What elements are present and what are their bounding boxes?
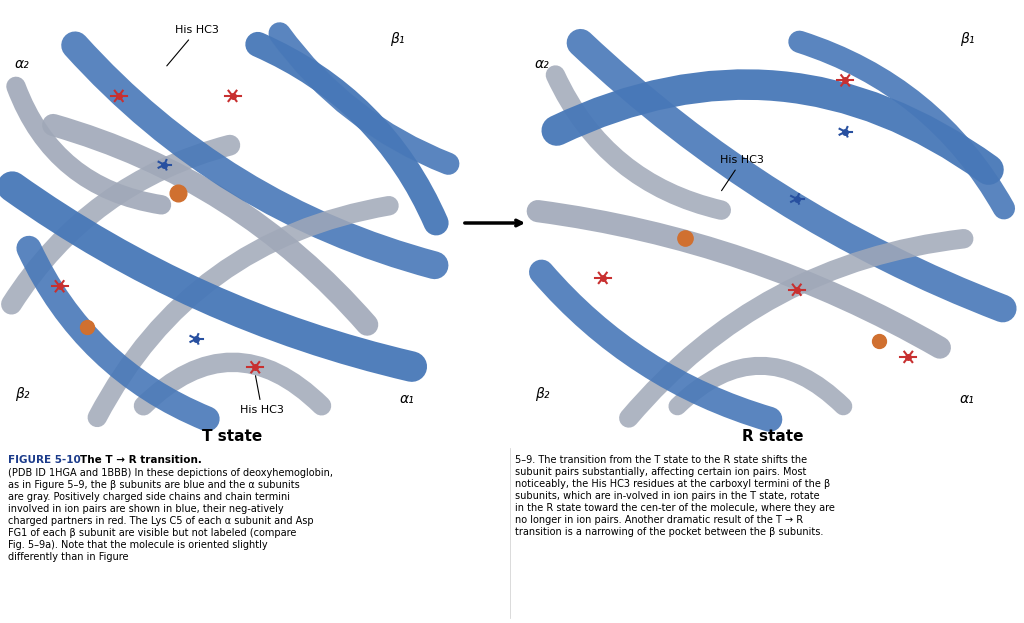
FancyArrowPatch shape: [258, 44, 436, 223]
Text: noticeably, the His HC3 residues at the carboxyl termini of the β: noticeably, the His HC3 residues at the …: [515, 479, 830, 489]
FancyArrowPatch shape: [53, 125, 368, 325]
Text: transition is a narrowing of the pocket between the β subunits.: transition is a narrowing of the pocket …: [515, 527, 823, 537]
FancyArrowPatch shape: [678, 366, 844, 406]
Text: FG1 of each β subunit are visible but not labeled (compare: FG1 of each β subunit are visible but no…: [8, 528, 296, 538]
Text: The T → R transition.: The T → R transition.: [80, 455, 206, 465]
Text: FIGURE 5-10: FIGURE 5-10: [8, 455, 88, 465]
Text: 5–9. The transition from the T state to the R state shifts the: 5–9. The transition from the T state to …: [515, 455, 807, 465]
FancyArrowPatch shape: [542, 272, 770, 419]
Text: α₂: α₂: [15, 57, 30, 71]
FancyArrowPatch shape: [280, 34, 449, 164]
Text: differently than in Figure: differently than in Figure: [8, 552, 128, 562]
Text: His HC3: His HC3: [240, 376, 284, 415]
Text: subunit pairs substantially, affecting certain ion pairs. Most: subunit pairs substantially, affecting c…: [515, 467, 806, 477]
Text: no longer in ion pairs. Another dramatic result of the T → R: no longer in ion pairs. Another dramatic…: [515, 515, 803, 525]
Text: as in Figure 5–9, the β subunits are blue and the α subunits: as in Figure 5–9, the β subunits are blu…: [8, 480, 300, 490]
Text: R state: R state: [741, 429, 803, 444]
FancyArrowPatch shape: [581, 43, 1002, 308]
Text: involved in ion pairs are shown in blue, their neg-atively: involved in ion pairs are shown in blue,…: [8, 504, 284, 514]
Text: β₂: β₂: [15, 387, 30, 401]
Text: β₂: β₂: [535, 387, 550, 401]
Text: Fig. 5–9a). Note that the molecule is oriented slightly: Fig. 5–9a). Note that the molecule is or…: [8, 540, 267, 550]
FancyArrowPatch shape: [16, 87, 162, 205]
FancyArrowPatch shape: [75, 45, 434, 265]
Text: in the R state toward the cen-ter of the molecule, where they are: in the R state toward the cen-ter of the…: [515, 503, 835, 513]
Bar: [5, 23, 460, 428]
FancyArrowPatch shape: [143, 362, 322, 406]
FancyArrowPatch shape: [555, 75, 721, 210]
FancyArrowPatch shape: [538, 211, 940, 348]
Text: α₁: α₁: [400, 392, 415, 406]
FancyArrowPatch shape: [800, 42, 1004, 208]
FancyArrowPatch shape: [11, 145, 229, 304]
Text: α₁: α₁: [961, 392, 975, 406]
Text: His HC3: His HC3: [720, 155, 764, 191]
Text: (PDB ID 1HGA and 1BBB) In these depictions of deoxyhemoglobin,: (PDB ID 1HGA and 1BBB) In these depictio…: [8, 468, 333, 478]
Text: charged partners in red. The Lys C5 of each α subunit and Asp: charged partners in red. The Lys C5 of e…: [8, 516, 313, 526]
FancyArrowPatch shape: [12, 187, 412, 366]
Text: subunits, which are in-volved in ion pairs in the T state, rotate: subunits, which are in-volved in ion pai…: [515, 491, 819, 501]
Text: β₁: β₁: [961, 32, 975, 46]
Text: His HC3: His HC3: [167, 25, 219, 66]
Text: β₁: β₁: [390, 32, 404, 46]
FancyArrowPatch shape: [97, 206, 389, 417]
FancyArrowPatch shape: [29, 249, 207, 419]
FancyArrowPatch shape: [557, 85, 988, 169]
FancyArrowPatch shape: [629, 239, 964, 418]
Text: α₂: α₂: [535, 57, 550, 71]
Text: T state: T state: [203, 429, 262, 444]
Bar: [530, 33, 1015, 428]
Text: are gray. Positively charged side chains and chain termini: are gray. Positively charged side chains…: [8, 492, 290, 502]
